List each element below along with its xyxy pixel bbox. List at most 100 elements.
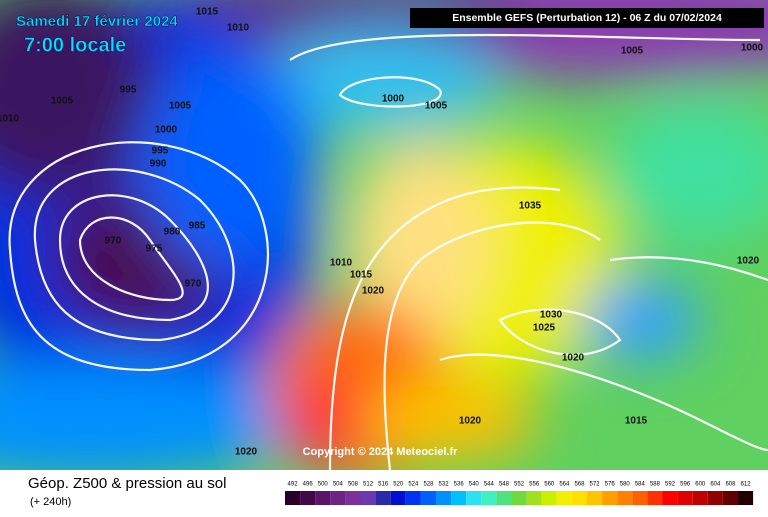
isobar: [498, 308, 622, 356]
legend-swatch: [738, 491, 754, 505]
legend-label: 524: [408, 482, 419, 488]
isobar: [328, 186, 561, 471]
legend-label: 604: [710, 482, 721, 488]
legend-swatch: [285, 491, 301, 505]
isobar-label: 1020: [562, 353, 585, 364]
isobar-label: 990: [150, 159, 167, 170]
legend-swatch: [541, 491, 557, 505]
legend-swatch: [722, 491, 738, 505]
isobar-label: 1005: [169, 101, 192, 112]
legend-label: 540: [469, 482, 480, 488]
legend-swatch: [526, 491, 542, 505]
legend-label: 572: [590, 482, 601, 488]
isobar-label: 1015: [350, 270, 373, 281]
isobar-label: 1005: [621, 46, 644, 57]
isobar-label: 1010: [227, 23, 250, 34]
isobar: [78, 216, 184, 302]
isobar: [8, 141, 269, 372]
legend-swatch: [707, 491, 723, 505]
isobar-label: 995: [120, 85, 137, 96]
isobars: [8, 33, 768, 471]
legend-swatch: [375, 491, 391, 505]
legend-swatch: [677, 491, 693, 505]
isobar-label: 1005: [425, 101, 448, 112]
isobar: [609, 256, 768, 282]
isobar: [289, 33, 761, 61]
isobar-label: 1020: [235, 447, 258, 458]
isobar-label: 1020: [459, 416, 482, 427]
isobar-label: 1010: [330, 258, 353, 269]
legend-swatch: [511, 491, 527, 505]
legend-label: 612: [741, 482, 752, 488]
isobar-label: 1030: [540, 310, 563, 321]
legend-label: 596: [680, 482, 691, 488]
legend-label: 584: [635, 482, 646, 488]
isobar-label: 995: [152, 146, 169, 157]
legend-swatch: [602, 491, 618, 505]
time: 7:00 locale: [24, 34, 126, 56]
isobar-label: 1010: [0, 114, 20, 125]
legend-swatch: [632, 491, 648, 505]
legend-label: 568: [574, 482, 585, 488]
footer-lead: (+ 240h): [30, 496, 71, 508]
run: Ensemble GEFS (Perturbation 12) - 06 Z d…: [452, 12, 722, 24]
legend-swatch: [647, 491, 663, 505]
legend-label: 496: [303, 482, 314, 488]
isobar-label: 980: [164, 227, 181, 238]
legend-swatch: [571, 491, 587, 505]
legend-label: 492: [288, 482, 299, 488]
legend-swatch: [496, 491, 512, 505]
legend-swatch: [466, 491, 482, 505]
legend-label: 552: [514, 482, 525, 488]
legend-swatch: [451, 491, 467, 505]
isobar-label: 1015: [625, 416, 648, 427]
footer-title: Géop. Z500 & pression au sol: [28, 475, 226, 492]
legend-label: 516: [378, 482, 389, 488]
legend-label: 528: [423, 482, 434, 488]
legend-label: 520: [393, 482, 404, 488]
isobar: [383, 221, 601, 471]
legend-label: 560: [544, 482, 555, 488]
isobar-label: 975: [146, 244, 163, 255]
isobar: [439, 353, 768, 452]
isobar-label: 970: [185, 279, 202, 290]
copyright: Copyright © 2024 Meteociel.fr: [303, 446, 459, 458]
isobar-label: 1005: [51, 96, 74, 107]
legend-label: 532: [439, 482, 450, 488]
isobar-label: 1015: [196, 7, 219, 18]
isobar-label: 985: [189, 221, 206, 232]
legend-swatch: [556, 491, 572, 505]
isobar-label: 1000: [155, 125, 178, 136]
date: Samedi 17 février 2024: [16, 13, 178, 30]
legend-label: 580: [620, 482, 631, 488]
legend-swatch: [315, 491, 331, 505]
legend-swatch: [390, 491, 406, 505]
legend-swatch: [345, 491, 361, 505]
isobar: [33, 168, 235, 342]
legend-swatch: [662, 491, 678, 505]
legend-label: 548: [499, 482, 510, 488]
legend-label: 512: [363, 482, 374, 488]
isobar: [58, 194, 209, 322]
legend-label: 536: [454, 482, 465, 488]
legend-label: 556: [529, 482, 540, 488]
isobar-label: 1000: [741, 43, 764, 54]
isobar-label: 1000: [382, 94, 405, 105]
legend-swatch: [405, 491, 421, 505]
legend-swatch: [300, 491, 316, 505]
legend-label: 588: [650, 482, 661, 488]
isobar-label: 1020: [362, 286, 385, 297]
run-box: [410, 8, 764, 28]
legend-swatch: [436, 491, 452, 505]
legend-swatch: [692, 491, 708, 505]
legend-label: 508: [348, 482, 359, 488]
isobar-label: 1025: [533, 323, 556, 334]
isobar-label: 970: [105, 236, 122, 247]
legend-swatch: [587, 491, 603, 505]
legend-label: 600: [695, 482, 706, 488]
legend-label: 504: [333, 482, 344, 488]
legend-label: 500: [318, 482, 329, 488]
legend-label: 564: [559, 482, 570, 488]
